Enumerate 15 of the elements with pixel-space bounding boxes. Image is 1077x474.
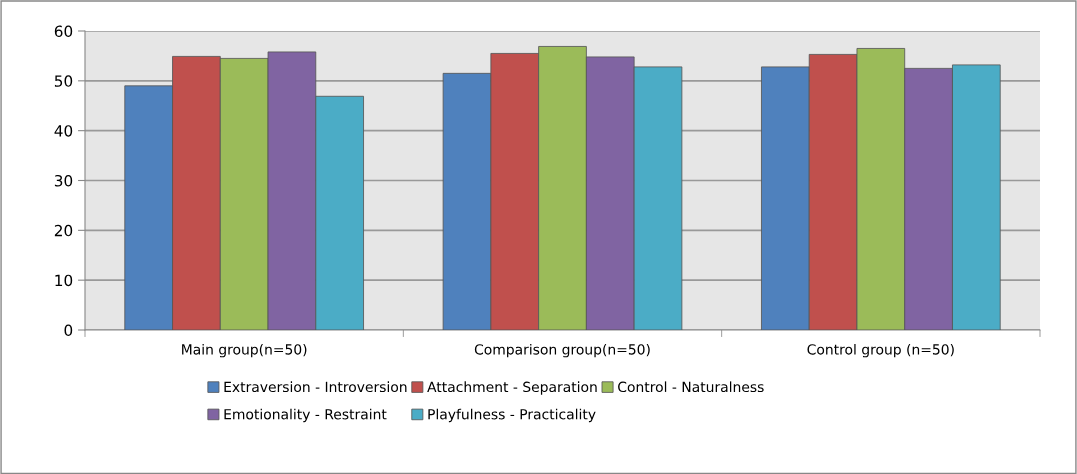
y-tick-label: 20 — [54, 224, 73, 237]
legend-label: Control - Naturalness — [618, 381, 764, 393]
x-tick-label: Control group (n=50) — [807, 343, 954, 358]
y-tick-label: 40 — [54, 125, 73, 137]
y-tick-label: 10 — [55, 274, 73, 287]
legend-label: Attachment - Separation — [427, 381, 597, 395]
x-tick-label: Main group(n=50) — [182, 343, 307, 358]
y-tick-label: 60 — [54, 25, 73, 38]
legend-label: Emotionality - Restraint — [224, 408, 387, 423]
y-tick-label: 30 — [54, 174, 73, 187]
legend-label: Extraversion - Introversion — [224, 381, 407, 393]
x-tick-label: Comparison group(n=50) — [474, 343, 650, 358]
y-tick-label: 50 — [54, 75, 73, 87]
y-tick-label: 0 — [64, 324, 73, 337]
legend-label: Playfulness - Practicality — [428, 408, 596, 423]
